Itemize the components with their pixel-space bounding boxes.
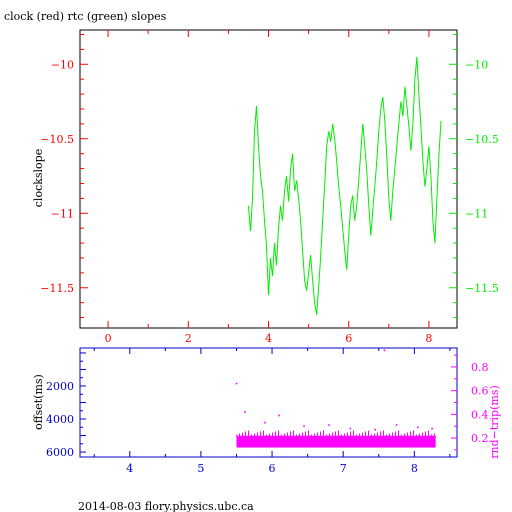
top-axis-ticks: 0 2 4 6 8 −10 −10.5 −11 −11.5 −10 −10.5 −11 −11.5 [40,30,499,345]
x-tick-label: 7 [340,462,347,475]
top-y-axis-label: clockslope [32,149,45,207]
top-series-group [247,56,442,315]
bottom-series-group [235,349,436,448]
y-tick-label-right: 0.6 [471,385,489,398]
y-tick-label: −11.5 [40,282,74,295]
rnd-trip-band [236,435,436,448]
y-tick-label: 2000 [46,380,74,393]
y-tick-label: 6000 [46,446,74,459]
y-tick-label-right: 0.8 [471,361,489,374]
chart-title: clock (red) rtc (green) slopes [4,10,167,23]
green-series-line [247,56,442,315]
x-tick-label: 8 [411,462,418,475]
y-tick-label-right: −11 [465,207,488,220]
x-tick-label: 5 [197,462,204,475]
x-tick-label: 2 [185,332,192,345]
x-tick-label: 6 [269,462,276,475]
y-tick-label: −10 [51,58,74,71]
top-panel: 0 2 4 6 8 −10 −10.5 −11 −11.5 −10 −10.5 −11 −11.5 cl… [32,29,499,345]
y-tick-label-right: 0.4 [471,408,489,421]
x-tick-label: 4 [126,462,133,475]
rnd-trip-point [395,424,398,426]
x-tick-label: 0 [105,332,112,345]
rnd-trip-point [235,382,238,385]
x-tick-label: 8 [425,332,432,345]
y-tick-label-right: −11.5 [465,282,499,295]
rnd-trip-point [417,426,419,429]
y-tick-label: −11 [51,207,74,220]
rnd-trip-point [278,414,280,417]
footer-text: 2014-08-03 flory.physics.ubc.ca [78,500,254,512]
bottom-right-axis-label: rnd−trip(ms) [488,385,501,459]
bottom-left-axis-label: offset(ms) [32,374,45,430]
rnd-trip-point [349,427,352,430]
rnd-trip-point [383,349,386,352]
rnd-trip-point [264,421,266,424]
bottom-panel: 4 5 6 7 8 2000 4000 6000 0.2 0.4 0.6 0.8 offset(ms)… [32,347,501,475]
rnd-trip-point [303,425,305,427]
y-tick-label: −10.5 [40,133,74,146]
rnd-trip-point [328,424,330,426]
y-tick-label-right: −10 [465,58,488,71]
x-tick-label: 4 [265,332,272,345]
rnd-trip-point [431,427,433,430]
x-tick-label: 6 [345,332,352,345]
rnd-trip-point [244,411,246,413]
y-tick-label: 4000 [46,413,74,426]
rnd-trip-point [374,428,376,431]
rnd-trip-band-edge [236,430,435,436]
y-tick-label-right: −10.5 [465,133,499,146]
y-tick-label-right: 0.2 [471,432,489,445]
bottom-axis-ticks: 4 5 6 7 8 2000 4000 6000 0.2 0.4 0.6 0.8 [46,348,489,475]
